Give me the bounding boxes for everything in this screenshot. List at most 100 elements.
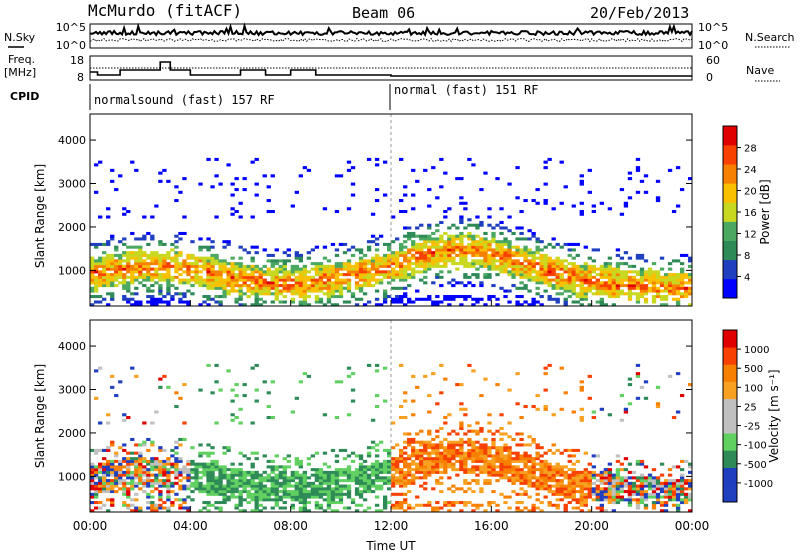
velocity-cell [439,443,444,447]
power-cell [459,295,464,299]
velocity-cell [567,468,572,472]
power-cell [94,267,99,271]
power-cell [286,286,291,290]
velocity-cell [386,454,392,458]
velocity-cell [218,479,223,483]
power-cell [623,292,629,296]
velocity-cell [579,476,584,480]
velocity-cell [435,448,440,452]
velocity-cell [679,501,685,505]
power-cell [575,300,580,304]
power-cell [439,284,444,288]
velocity-cell [234,468,239,472]
power-cell [455,281,460,285]
power-cell [431,240,436,244]
power-cell [90,259,95,263]
power-cell [531,303,536,307]
power-cell [118,262,123,266]
velocity-cell [671,416,677,420]
power-cell [451,262,456,266]
velocity-cell [142,457,147,461]
power-cell [110,297,115,301]
velocity-cell [495,383,500,387]
power-cell [382,270,388,274]
power-cell [278,264,283,268]
power-cell [110,237,115,241]
velocity-cell [547,484,552,488]
velocity-cell [687,481,693,485]
colorbar-tick-label: 28 [744,144,757,155]
power-cell [318,284,324,288]
velocity-cell [194,484,199,488]
power-cell [555,284,560,288]
velocity-cell [423,374,428,378]
power-cell [374,199,380,203]
velocity-cell [314,470,320,474]
power-cell [166,286,171,290]
power-cell [314,267,320,271]
velocity-cell [166,479,171,483]
colorbar-block [723,433,737,451]
velocity-cell [527,454,532,458]
power-cell [487,245,492,249]
velocity-cell [487,503,492,507]
power-cell [122,286,127,290]
power-cell [575,278,580,282]
power-cell [166,251,171,255]
power-cell [579,297,584,301]
velocity-cell [627,484,633,488]
velocity-cell [274,473,279,477]
velocity-cell [615,487,621,491]
velocity-cell [523,454,528,458]
velocity-cell [162,448,167,452]
velocity-cell [334,495,340,499]
power-cell [679,253,685,257]
velocity-cell [378,440,384,444]
power-cell [539,281,544,285]
velocity-cell [306,481,312,485]
power-cell [427,262,432,266]
velocity-cell [615,459,621,463]
velocity-cell [675,506,681,510]
colorbar-block [723,398,737,417]
power-cell [519,226,524,230]
power-cell [294,253,299,257]
velocity-cell [539,501,544,505]
power-cell [158,284,163,288]
power-cell [627,270,633,274]
velocity-cell [415,440,420,444]
velocity-cell [555,484,560,488]
velocity-cell [483,443,488,447]
power-cell [599,275,604,279]
power-cell [435,242,440,246]
colorbar-block [723,164,737,184]
velocity-cell [334,470,340,474]
power-cell [350,264,356,268]
velocity-cell [306,509,312,513]
power-cell [254,292,259,296]
velocity-cell [463,468,468,472]
velocity-cell [479,454,484,458]
power-cell [543,275,548,279]
power-cell [190,275,195,279]
power-cell [467,275,472,279]
velocity-cell [226,484,231,488]
velocity-cell [507,465,512,469]
velocity-cell [258,503,263,507]
power-cell [270,275,275,279]
velocity-cell [639,473,645,477]
power-cell [423,245,428,249]
power-cell [551,297,556,301]
velocity-cell [399,481,404,485]
velocity-cell [146,479,151,483]
power-cell [210,259,215,263]
power-cell [146,270,151,274]
power-cell [635,278,641,282]
power-cell [146,256,151,260]
velocity-cell [374,394,380,398]
velocity-cell [675,465,681,469]
velocity-cell [234,479,239,483]
power-cell [555,297,560,301]
velocity-cell [334,479,340,483]
power-cell [362,303,368,307]
